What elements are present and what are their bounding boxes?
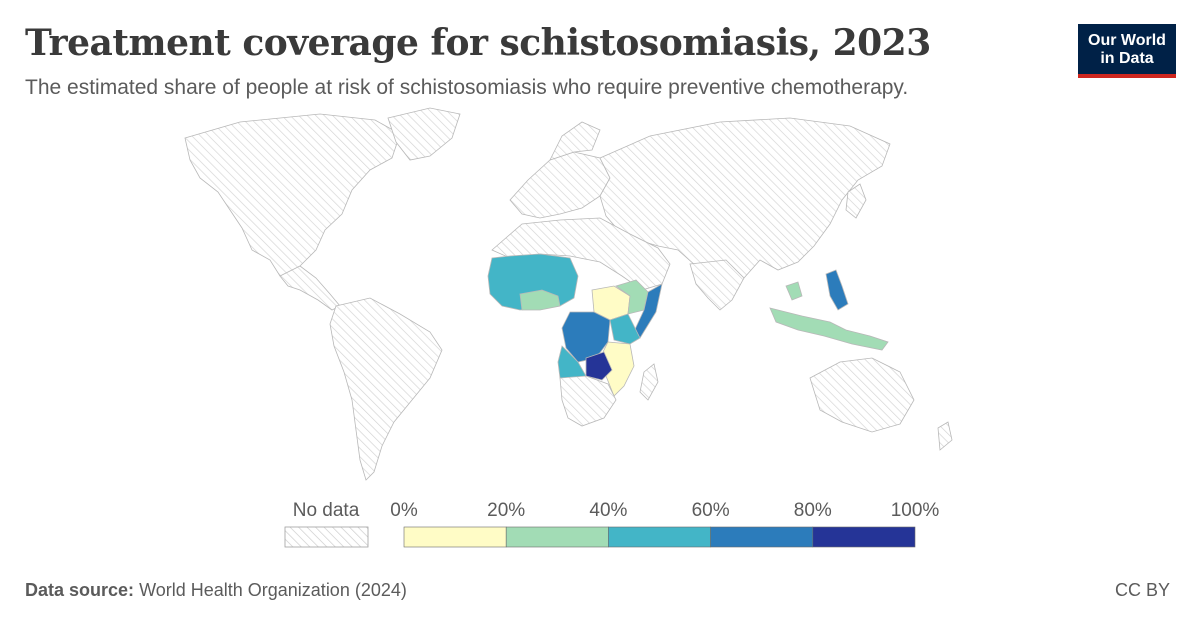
- legend-tick-label-3: 60%: [692, 500, 730, 521]
- legend-bin-3[interactable]: [710, 526, 814, 548]
- scandinavia-no-data[interactable]: [549, 121, 601, 161]
- north-america-no-data[interactable]: [184, 113, 401, 279]
- japan-no-data[interactable]: [845, 183, 867, 219]
- zambia-80-100[interactable]: [585, 351, 613, 381]
- sahel-20-40[interactable]: [519, 289, 561, 311]
- data-source-prefix: Data source:: [25, 580, 135, 600]
- south-america-no-data[interactable]: [329, 297, 443, 481]
- south-asia-no-data[interactable]: [689, 259, 745, 311]
- indonesia-20-40[interactable]: [769, 307, 889, 351]
- chart-subtitle: The estimated share of people at risk of…: [25, 76, 909, 99]
- legend-bin-4[interactable]: [812, 526, 916, 548]
- logo-line-1: Our World: [1088, 32, 1166, 49]
- license-label[interactable]: CC BY: [1114, 580, 1170, 600]
- data-source-text[interactable]: World Health Organization (2024): [139, 580, 407, 600]
- new-zealand-no-data[interactable]: [937, 421, 953, 451]
- legend-no-data-label: No data: [293, 500, 360, 521]
- australia-no-data[interactable]: [809, 357, 915, 433]
- southern-africa-no-data[interactable]: [559, 375, 617, 427]
- greenland-no-data[interactable]: [387, 107, 461, 161]
- legend-tick-label-2: 40%: [589, 500, 627, 521]
- legend-bin-0[interactable]: [403, 526, 507, 548]
- madagascar-no-data[interactable]: [639, 363, 659, 401]
- legend-tick-label-0: 0%: [390, 500, 418, 521]
- east-africa-40-60[interactable]: [609, 313, 641, 345]
- logo-line-2: in Data: [1100, 50, 1154, 67]
- legend-tick-label-1: 20%: [487, 500, 525, 521]
- philippines-60-80[interactable]: [825, 269, 849, 311]
- data-source: Data source: World Health Organization (…: [25, 580, 407, 601]
- legend-tick-label-4: 80%: [794, 500, 832, 521]
- owid-logo[interactable]: Our World in Data: [1078, 24, 1176, 78]
- mainland-sea-20-40[interactable]: [785, 281, 803, 301]
- legend-tick-label-end: 100%: [891, 500, 940, 521]
- legend-bin-2[interactable]: [608, 526, 711, 548]
- legend-bin-1[interactable]: [505, 526, 609, 548]
- chart-title: Treatment coverage for schistosomiasis, …: [25, 22, 931, 64]
- legend-no-data-swatch: [284, 526, 369, 548]
- world-map: [184, 107, 953, 481]
